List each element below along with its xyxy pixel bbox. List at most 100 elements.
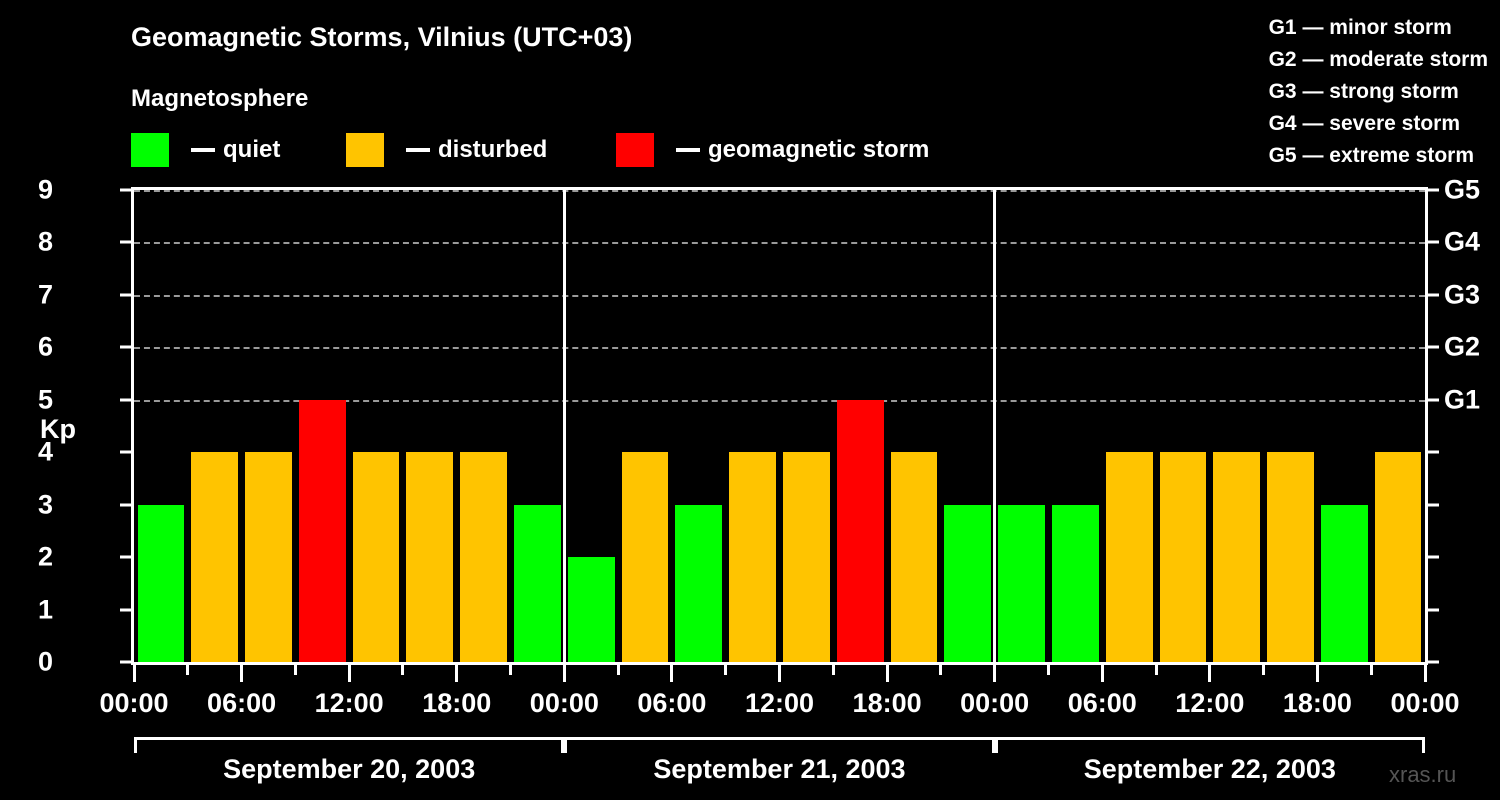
y-tick-label: 4 [37,436,53,467]
day-label: September 20, 2003 [223,754,476,784]
x-tick-mark [347,665,351,682]
g-tick-mark-minor [1428,555,1439,559]
x-tick-mark [1208,665,1212,682]
x-tick-mark [562,665,566,682]
g-tick-mark [1428,345,1439,349]
watermark: xras.ru [1389,762,1457,787]
x-tick-mark [616,665,620,675]
quiet-swatch [131,133,169,167]
g-tick-label: G4 [1444,226,1481,257]
y-tick-mark [120,555,131,559]
x-tick-mark [455,665,459,682]
day-label: September 22, 2003 [1083,754,1336,784]
g-tick-label: G5 [1444,174,1481,205]
y-tick-label: 6 [37,331,53,362]
bar [890,452,938,662]
bar [191,452,239,662]
chart-subtitle: Magnetosphere [131,85,309,112]
x-tick-label: 06:00 [1067,688,1137,718]
x-tick-label: 06:00 [637,688,707,718]
g-legend-line: G1 — minor storm [1268,16,1452,39]
y-tick-label: 3 [37,489,53,520]
gridline [134,399,1425,402]
y-tick-label: 0 [37,646,53,677]
x-tick-mark [401,665,405,675]
x-tick-mark [1046,665,1050,675]
day-label: September 21, 2003 [653,754,906,784]
g-legend-line: G4 — severe storm [1268,112,1461,135]
x-tick-mark [778,665,781,682]
x-tick-mark [509,665,513,675]
y-tick-mark [120,503,131,507]
bar [729,452,776,662]
legend-dash-icon [406,148,430,152]
g-tick-mark-minor [1428,450,1439,454]
g-scale-legend: G1 — minor storm G2 — moderate storm G3 — … [1269,12,1488,172]
bar [998,504,1045,662]
page-title: Geomagnetic Storms, Vilnius (UTC+03) [131,22,633,52]
day-separator [562,190,566,662]
bar [1105,452,1153,662]
gridline [134,242,1425,245]
x-tick-mark [1423,665,1427,682]
x-tick-mark [240,665,244,682]
bar [1320,504,1368,662]
day-bracket [564,737,995,753]
g-tick-mark-minor [1428,503,1439,507]
x-tick-mark [724,665,728,675]
x-tick-label: 00:00 [1390,688,1460,718]
x-tick-mark [186,665,190,675]
y-tick-label: 9 [37,174,53,205]
bar [1213,452,1261,662]
x-tick-label: 18:00 [1282,688,1352,718]
y-tick-mark [120,293,131,297]
day-separator [993,190,997,662]
day-bracket [994,737,1425,753]
x-tick-mark [885,665,889,682]
g-legend-line: G5 — extreme storm [1268,144,1475,167]
bar [1051,504,1099,662]
x-tick-mark [1262,665,1266,675]
legend-dash-icon [676,148,700,152]
y-tick-label: 5 [37,384,53,415]
x-tick-label: 12:00 [744,688,815,718]
gridline [134,294,1425,297]
y-tick-label: 8 [37,226,53,257]
x-tick-mark [1100,665,1104,682]
x-tick-mark [831,665,835,675]
bar [1267,452,1314,662]
x-tick-label: 00:00 [99,688,169,718]
bar [621,452,669,662]
g-tick-mark-minor [1428,660,1439,664]
y-tick-mark [120,240,131,244]
storm-swatch [616,133,654,167]
y-tick-mark [120,608,131,612]
x-tick-label: 00:00 [529,688,599,718]
plot-area [131,187,1428,665]
x-tick-label: 06:00 [207,688,277,718]
x-tick-label: 18:00 [422,688,492,718]
x-tick-label: 00:00 [960,688,1030,718]
g-tick-mark [1428,240,1439,244]
x-tick-label: 12:00 [314,688,384,718]
bar [567,557,615,662]
y-tick-mark [120,450,131,454]
x-tick-mark [670,665,674,682]
legend-label: disturbed [438,136,548,163]
gridline [134,190,1425,192]
x-tick-mark [993,665,997,682]
gridline [134,347,1425,350]
bar [1374,452,1422,662]
g-tick-label: G1 [1444,384,1481,415]
day-bracket [134,737,565,753]
x-tick-label: 18:00 [852,688,922,718]
legend-label: quiet [223,136,281,163]
x-tick-mark [1369,665,1373,675]
y-tick-mark [120,398,131,402]
bar [245,452,292,662]
g-tick-mark [1428,293,1439,297]
g-tick-mark-minor [1428,608,1439,612]
disturbed-swatch [346,133,384,167]
y-axis-title: Kp [40,414,76,444]
